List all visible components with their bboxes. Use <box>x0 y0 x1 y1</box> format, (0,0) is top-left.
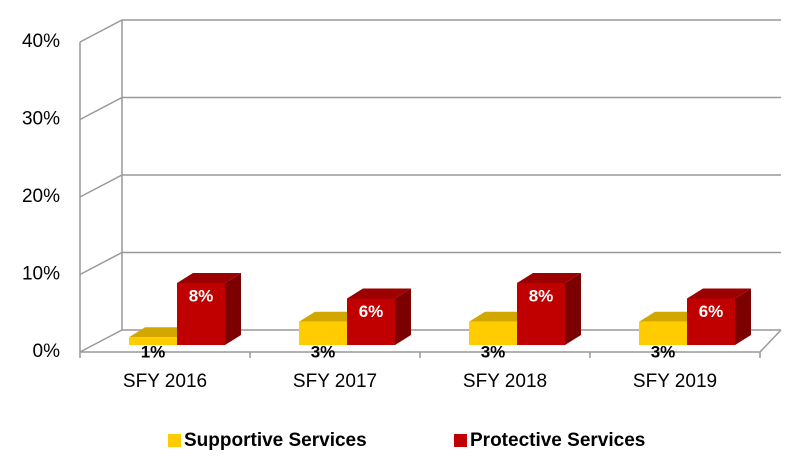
bar <box>517 273 581 345</box>
bar-face <box>129 337 177 345</box>
bar-face <box>469 321 517 345</box>
bar-face <box>517 273 581 283</box>
bar <box>347 288 411 345</box>
bar-face <box>299 321 347 345</box>
bar <box>177 273 241 345</box>
x-tick-label: SFY 2016 <box>123 371 207 392</box>
y-tick-label: 30% <box>22 109 60 130</box>
bar-face <box>225 273 241 345</box>
value-label: 3% <box>651 342 676 361</box>
value-label: 8% <box>529 286 554 305</box>
value-label: 3% <box>311 342 336 361</box>
bar-face <box>347 288 411 299</box>
bar-face <box>395 288 411 345</box>
bar-face <box>687 298 735 345</box>
bar-face <box>735 288 751 345</box>
bar-face <box>347 298 395 345</box>
legend-swatch <box>454 434 467 447</box>
x-tick-label: SFY 2018 <box>463 371 547 392</box>
bar-face <box>639 321 687 345</box>
bar <box>687 288 751 345</box>
legend-label: Protective Services <box>470 430 645 451</box>
grid-line <box>79 174 781 198</box>
bar-face <box>687 288 751 299</box>
value-label: 3% <box>481 342 506 361</box>
x-tick-label: SFY 2017 <box>293 371 377 392</box>
value-label: 1% <box>141 342 166 361</box>
value-label: 6% <box>359 302 384 321</box>
grid-line <box>79 96 781 121</box>
bar-face <box>517 283 565 345</box>
bar-face <box>565 273 581 345</box>
y-tick-label: 40% <box>22 31 60 52</box>
y-tick-label: 10% <box>22 264 60 285</box>
y-tick-label: 0% <box>33 341 61 362</box>
grid-line <box>79 19 781 43</box>
legend-swatch <box>168 434 181 447</box>
x-tick-label: SFY 2019 <box>633 371 717 392</box>
bar-face <box>177 273 241 283</box>
value-label: 8% <box>189 286 214 305</box>
legend-label: Supportive Services <box>184 430 367 451</box>
bar-face <box>177 283 225 345</box>
y-tick-label: 20% <box>22 186 60 207</box>
grid-line <box>79 251 781 276</box>
value-label: 6% <box>699 302 724 321</box>
